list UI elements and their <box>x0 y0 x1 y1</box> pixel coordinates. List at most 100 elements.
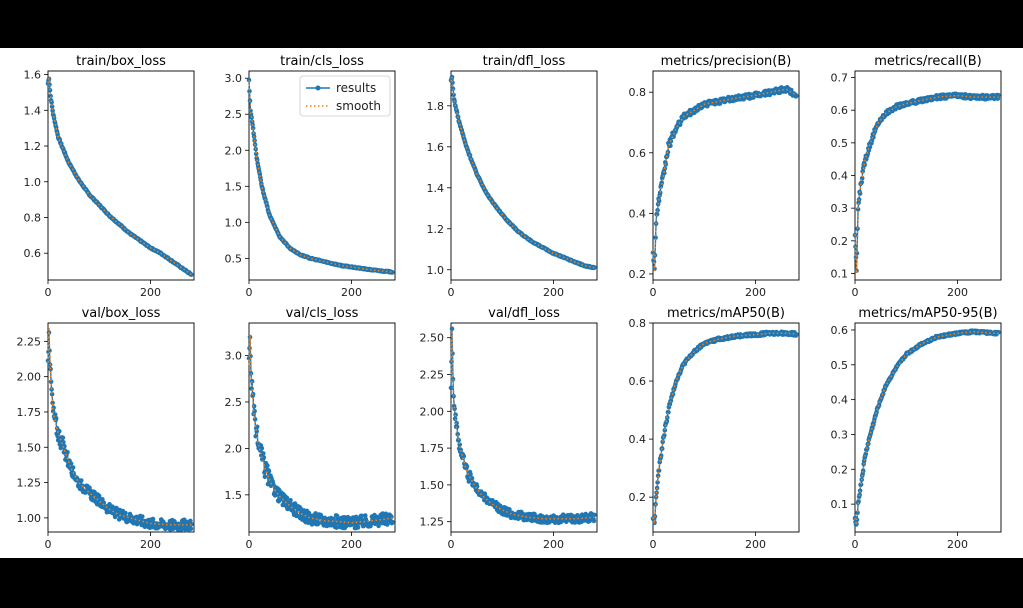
axes-frame <box>652 322 800 533</box>
data-point <box>57 428 62 434</box>
y-tick-label: 0.2 <box>831 463 849 476</box>
subplot-title: metrics/recall(B) <box>874 54 981 69</box>
y-tick-label: 1.25 <box>17 477 42 490</box>
data-point <box>250 125 256 131</box>
y-tick-label: 1.75 <box>17 406 42 419</box>
data-point <box>48 379 54 385</box>
results-markers <box>45 76 194 277</box>
x-tick-label: 200 <box>745 538 766 551</box>
y-tick-label: 0.6 <box>24 247 42 260</box>
results-line <box>652 329 798 523</box>
data-point <box>53 416 59 421</box>
subplot-5: val/box_loss 0 200 1.00 1.25 1.50 1.75 2.00 2.25 <box>17 306 195 551</box>
data-point <box>653 235 658 240</box>
y-tick-label: 2.25 <box>420 369 445 382</box>
data-point <box>385 522 390 527</box>
data-point <box>47 87 53 93</box>
x-tick-label: 200 <box>341 286 362 299</box>
subplot-title: train/box_loss <box>76 54 166 69</box>
data-point <box>449 326 455 332</box>
data-point <box>591 518 597 524</box>
data-point <box>96 493 102 499</box>
data-point <box>79 478 84 483</box>
y-tick-label: 2.0 <box>225 144 243 157</box>
data-point <box>660 439 665 445</box>
subplot-title: metrics/mAP50(B) <box>667 306 785 321</box>
smooth-line <box>450 76 595 269</box>
results-line <box>47 332 193 531</box>
y-tick-label: 1.6 <box>24 69 42 82</box>
data-point <box>469 475 475 481</box>
data-point <box>50 108 55 113</box>
data-point <box>859 175 865 181</box>
data-point <box>49 104 55 109</box>
results-line <box>652 86 797 269</box>
y-tick-label: 3.0 <box>225 350 243 363</box>
data-point <box>60 435 66 441</box>
y-tick-label: 2.5 <box>225 108 243 121</box>
y-tick-label: 0.4 <box>629 207 647 220</box>
data-point <box>249 379 255 384</box>
y-tick-label: 0.4 <box>831 394 849 407</box>
data-point <box>655 480 660 485</box>
data-point <box>363 513 368 518</box>
data-point <box>49 100 54 105</box>
results-markers <box>650 85 799 272</box>
results-line <box>854 328 999 526</box>
y-tick-label: 1.4 <box>24 104 42 117</box>
y-tick-label: 0.4 <box>831 170 849 183</box>
subplot-title: metrics/precision(B) <box>661 54 792 69</box>
data-point <box>51 405 56 411</box>
x-tick-label: 200 <box>543 286 564 299</box>
x-tick-label: 200 <box>947 286 968 299</box>
y-tick-label: 2.5 <box>225 396 243 409</box>
x-tick-label: 0 <box>45 286 52 299</box>
smooth-line <box>652 88 797 271</box>
data-point <box>48 93 53 99</box>
data-point <box>247 88 252 94</box>
y-tick-label: 1.4 <box>427 182 445 195</box>
data-point <box>50 400 55 406</box>
smooth-line <box>450 330 595 520</box>
y-tick-label: 0.6 <box>629 375 647 388</box>
smooth-line <box>248 335 393 524</box>
data-point <box>265 463 270 468</box>
data-point <box>316 520 322 526</box>
data-point <box>150 516 156 522</box>
smooth-line <box>47 77 192 276</box>
y-tick-label: 1.50 <box>17 441 42 454</box>
y-tick-label: 0.8 <box>629 86 647 99</box>
x-tick-label: 0 <box>852 538 859 551</box>
y-tick-label: 3.0 <box>225 72 243 85</box>
y-tick-label: 0.4 <box>629 433 647 446</box>
y-tick-label: 0.3 <box>831 428 849 441</box>
data-point <box>359 513 365 519</box>
data-point <box>453 412 458 418</box>
y-tick-label: 1.6 <box>427 141 445 154</box>
data-point <box>452 406 457 412</box>
x-tick-label: 200 <box>745 286 766 299</box>
legend-smooth-label: smooth <box>336 99 381 113</box>
x-tick-label: 200 <box>947 538 968 551</box>
data-point <box>871 135 876 140</box>
subplot-9: metrics/mAP50-95(B) 0 200 0.1 0.2 0.3 0.4 0.5 0.… <box>831 306 1002 551</box>
axes-frame <box>47 322 195 533</box>
smooth-line <box>248 80 393 273</box>
data-point <box>855 207 861 212</box>
data-point <box>355 525 361 530</box>
x-tick-label: 0 <box>448 538 455 551</box>
subplot-title: val/cls_loss <box>286 306 359 321</box>
y-tick-label: 0.1 <box>831 498 849 511</box>
data-point <box>334 513 340 519</box>
data-point <box>261 451 266 456</box>
data-point <box>389 514 394 520</box>
data-point <box>451 92 456 98</box>
y-tick-label: 0.6 <box>629 147 647 160</box>
data-point <box>123 510 128 516</box>
data-point <box>867 144 873 150</box>
axes-frame <box>652 70 800 281</box>
data-point <box>52 412 58 417</box>
legend-results-marker <box>315 85 321 91</box>
data-point <box>996 329 1001 335</box>
subplot-1: train/cls_loss 0 200 0.5 1.0 1.5 2.0 2.5 3.0 resu… <box>225 54 396 299</box>
